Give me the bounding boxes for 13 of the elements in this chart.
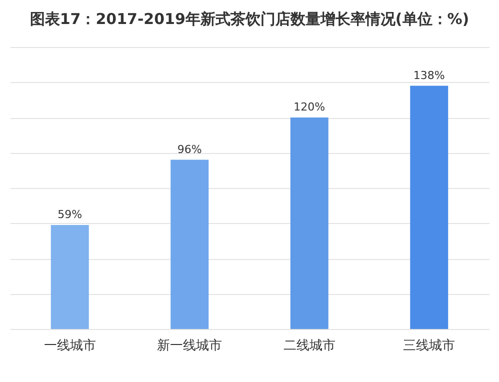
data-label: 120% — [294, 100, 326, 114]
bar — [290, 118, 328, 329]
bar — [410, 86, 448, 329]
x-tick-label: 新一线城市 — [157, 338, 222, 354]
x-tick-label: 一线城市 — [44, 338, 96, 354]
x-tick-label: 三线城市 — [403, 338, 456, 354]
x-tick-label: 二线城市 — [283, 338, 336, 354]
data-label: 59% — [58, 208, 82, 222]
bar — [170, 160, 209, 329]
data-label: 138% — [413, 68, 445, 82]
data-label: 96% — [177, 142, 202, 156]
bar — [50, 225, 89, 329]
chart-title: 图表17：2017-2019年新式茶饮门店数量增长率情况(单位：%) — [30, 10, 470, 28]
